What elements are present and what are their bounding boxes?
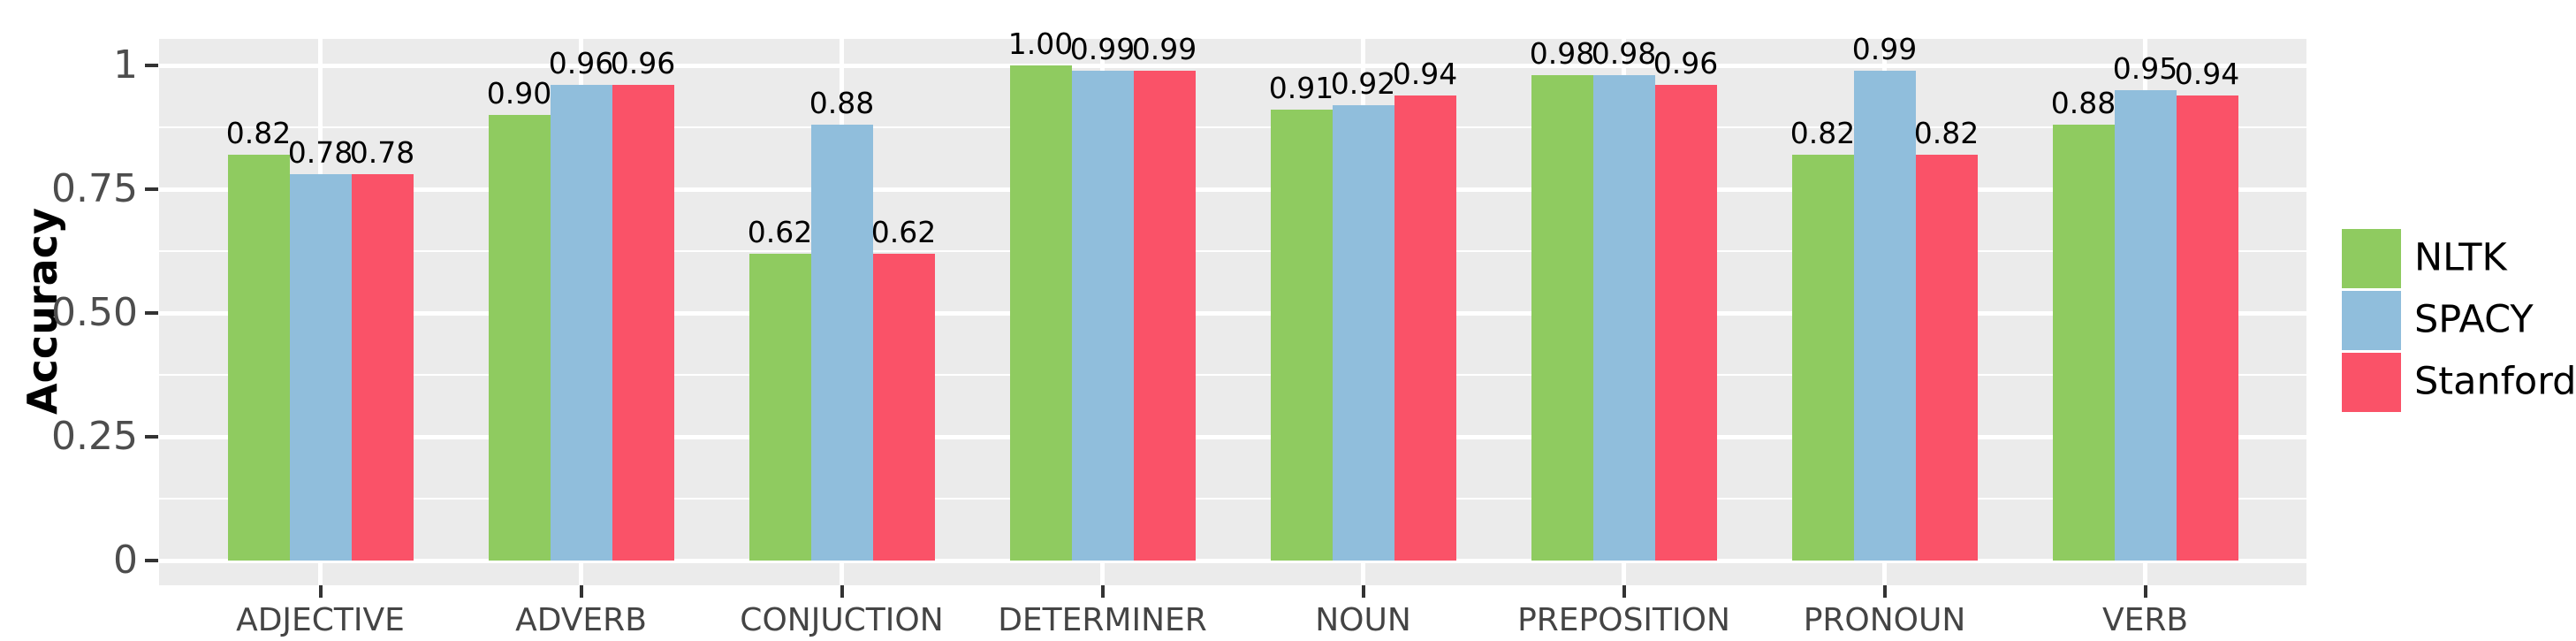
bar-value-label: 0.99 xyxy=(1131,31,1197,66)
bar xyxy=(488,115,551,561)
bar-value-label: 0.98 xyxy=(1529,36,1595,72)
bar xyxy=(1592,75,1655,561)
bar-value-label: 0.82 xyxy=(225,115,292,150)
legend-swatch xyxy=(2342,291,2401,350)
bar-value-label: 0.88 xyxy=(809,86,875,121)
bar xyxy=(612,85,674,561)
bar xyxy=(1009,65,1072,561)
x-tick-label: ADVERB xyxy=(515,602,647,638)
bar-value-label: 0.96 xyxy=(548,46,614,81)
bar-value-label: 0.99 xyxy=(1069,31,1136,66)
x-tick-mark xyxy=(840,585,844,598)
bar xyxy=(1270,110,1333,561)
bar-value-label: 0.78 xyxy=(287,135,353,171)
gridline-minor xyxy=(159,374,2306,376)
x-tick-mark xyxy=(2143,585,2147,598)
x-tick-mark xyxy=(579,585,583,598)
x-tick-label: NOUN xyxy=(1315,602,1411,638)
bar xyxy=(1133,70,1196,561)
bar xyxy=(1853,70,1916,561)
y-tick-label: 0.50 xyxy=(51,290,138,335)
bar xyxy=(227,154,290,561)
gridline-minor xyxy=(159,250,2306,252)
x-tick-label: DETERMINER xyxy=(998,602,1207,638)
legend-swatch xyxy=(2342,353,2401,412)
x-tick-label: PREPOSITION xyxy=(1517,602,1730,638)
bar-value-label: 0.94 xyxy=(2174,56,2240,91)
bar-value-label: 0.82 xyxy=(1790,115,1856,150)
gridline-major xyxy=(159,434,2306,439)
bar-value-label: 0.78 xyxy=(349,135,415,171)
bar-value-label: 0.88 xyxy=(2050,86,2116,121)
bar-value-label: 0.99 xyxy=(1851,31,1918,66)
gridline-major xyxy=(159,310,2306,316)
bar xyxy=(1394,95,1456,561)
bar-value-label: 0.96 xyxy=(1653,46,1719,81)
gridline-minor xyxy=(159,498,2306,500)
legend-label: Stanford xyxy=(2414,359,2576,404)
y-tick-mark xyxy=(145,187,158,191)
bar-value-label: 0.95 xyxy=(2112,51,2178,86)
x-tick-mark xyxy=(1361,585,1365,598)
x-tick-mark xyxy=(1622,585,1626,598)
legend-label: NLTK xyxy=(2414,235,2507,280)
y-tick-label: 0 xyxy=(113,538,138,583)
bar-value-label: 0.91 xyxy=(1268,71,1334,106)
bar xyxy=(1071,70,1134,561)
bar-value-label: 1.00 xyxy=(1007,27,1074,61)
bar xyxy=(550,85,612,561)
x-tick-label: CONJUCTION xyxy=(740,602,944,638)
bar xyxy=(289,174,352,561)
y-tick-label: 1 xyxy=(113,42,138,88)
x-tick-mark xyxy=(318,585,323,598)
bar xyxy=(1915,154,1978,561)
bar-value-label: 0.62 xyxy=(870,214,937,249)
bar-value-label: 0.96 xyxy=(610,46,676,81)
bar-value-label: 0.98 xyxy=(1591,36,1657,72)
x-tick-mark xyxy=(1882,585,1887,598)
legend-label: SPACY xyxy=(2414,297,2534,342)
y-tick-label: 0.25 xyxy=(51,414,138,459)
bar-value-label: 0.92 xyxy=(1330,65,1396,101)
gridline-major xyxy=(159,63,2306,68)
bar-value-label: 0.94 xyxy=(1392,56,1458,91)
y-tick-mark xyxy=(145,559,158,562)
y-tick-mark xyxy=(145,311,158,315)
bar xyxy=(2176,95,2238,561)
bar-value-label: 0.82 xyxy=(1913,115,1979,150)
gridline-major xyxy=(159,558,2306,563)
bar xyxy=(1332,104,1394,561)
x-tick-mark xyxy=(1100,585,1105,598)
bar-value-label: 0.62 xyxy=(747,214,813,249)
gridline-minor xyxy=(159,126,2306,128)
bar xyxy=(810,125,873,561)
bar xyxy=(2052,125,2115,561)
plot-panel: 0.82 0.78 0.78 0.90 0.96 0.96 0.62 0.88 0.62 1.00… xyxy=(159,29,2306,585)
bar xyxy=(1531,75,1593,561)
bar xyxy=(351,174,414,561)
x-tick-label: VERB xyxy=(2101,602,2189,638)
gridline-major xyxy=(159,187,2306,192)
bar xyxy=(748,253,811,561)
bar xyxy=(1654,85,1717,561)
bar xyxy=(1791,154,1854,561)
y-tick-label: 0.75 xyxy=(51,166,138,211)
bar xyxy=(2114,90,2177,561)
bar-value-label: 0.90 xyxy=(486,76,552,111)
legend-swatch xyxy=(2342,229,2401,288)
y-tick-mark xyxy=(145,64,158,67)
y-tick-mark xyxy=(145,435,158,439)
bar xyxy=(872,253,935,561)
x-tick-label: PRONOUN xyxy=(1803,602,1966,638)
x-tick-label: ADJECTIVE xyxy=(236,602,405,638)
